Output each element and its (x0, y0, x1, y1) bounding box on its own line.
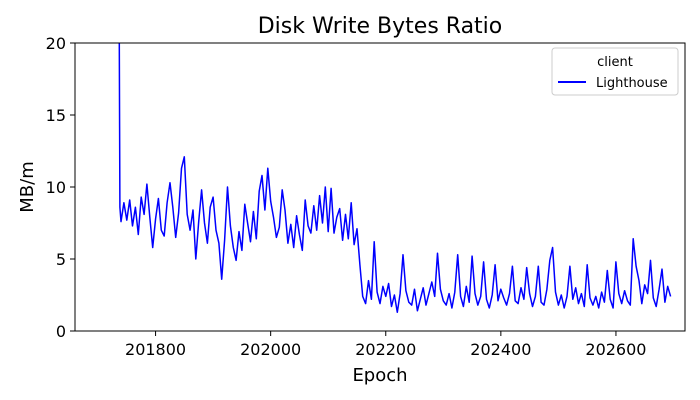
y-axis: 0 5 10 15 20 (46, 34, 75, 341)
y-tick-label: 5 (56, 250, 66, 269)
x-axis-label: Epoch (352, 365, 407, 386)
legend: client Lighthouse (551, 47, 679, 96)
x-tick-label: 201800 (125, 340, 186, 359)
y-tick-label: 0 (56, 322, 66, 341)
x-tick-label: 202200 (355, 340, 416, 359)
y-tick-label: 15 (46, 106, 66, 125)
x-axis: 201800 202000 202200 202400 202600 (125, 331, 646, 359)
x-tick-label: 202000 (240, 340, 301, 359)
plot-area (118, 42, 672, 314)
y-axis-label: MB/m (17, 161, 38, 212)
legend-title: client (597, 55, 633, 70)
chart-title: Disk Write Bytes Ratio (258, 14, 503, 39)
x-tick-label: 202600 (585, 340, 646, 359)
legend-box (551, 47, 679, 96)
legend-label-lighthouse: Lighthouse (596, 76, 668, 91)
y-tick-label: 20 (46, 34, 66, 53)
y-tick-label: 10 (46, 178, 66, 197)
series-line-lighthouse (118, 42, 672, 314)
x-tick-label: 202400 (470, 340, 531, 359)
